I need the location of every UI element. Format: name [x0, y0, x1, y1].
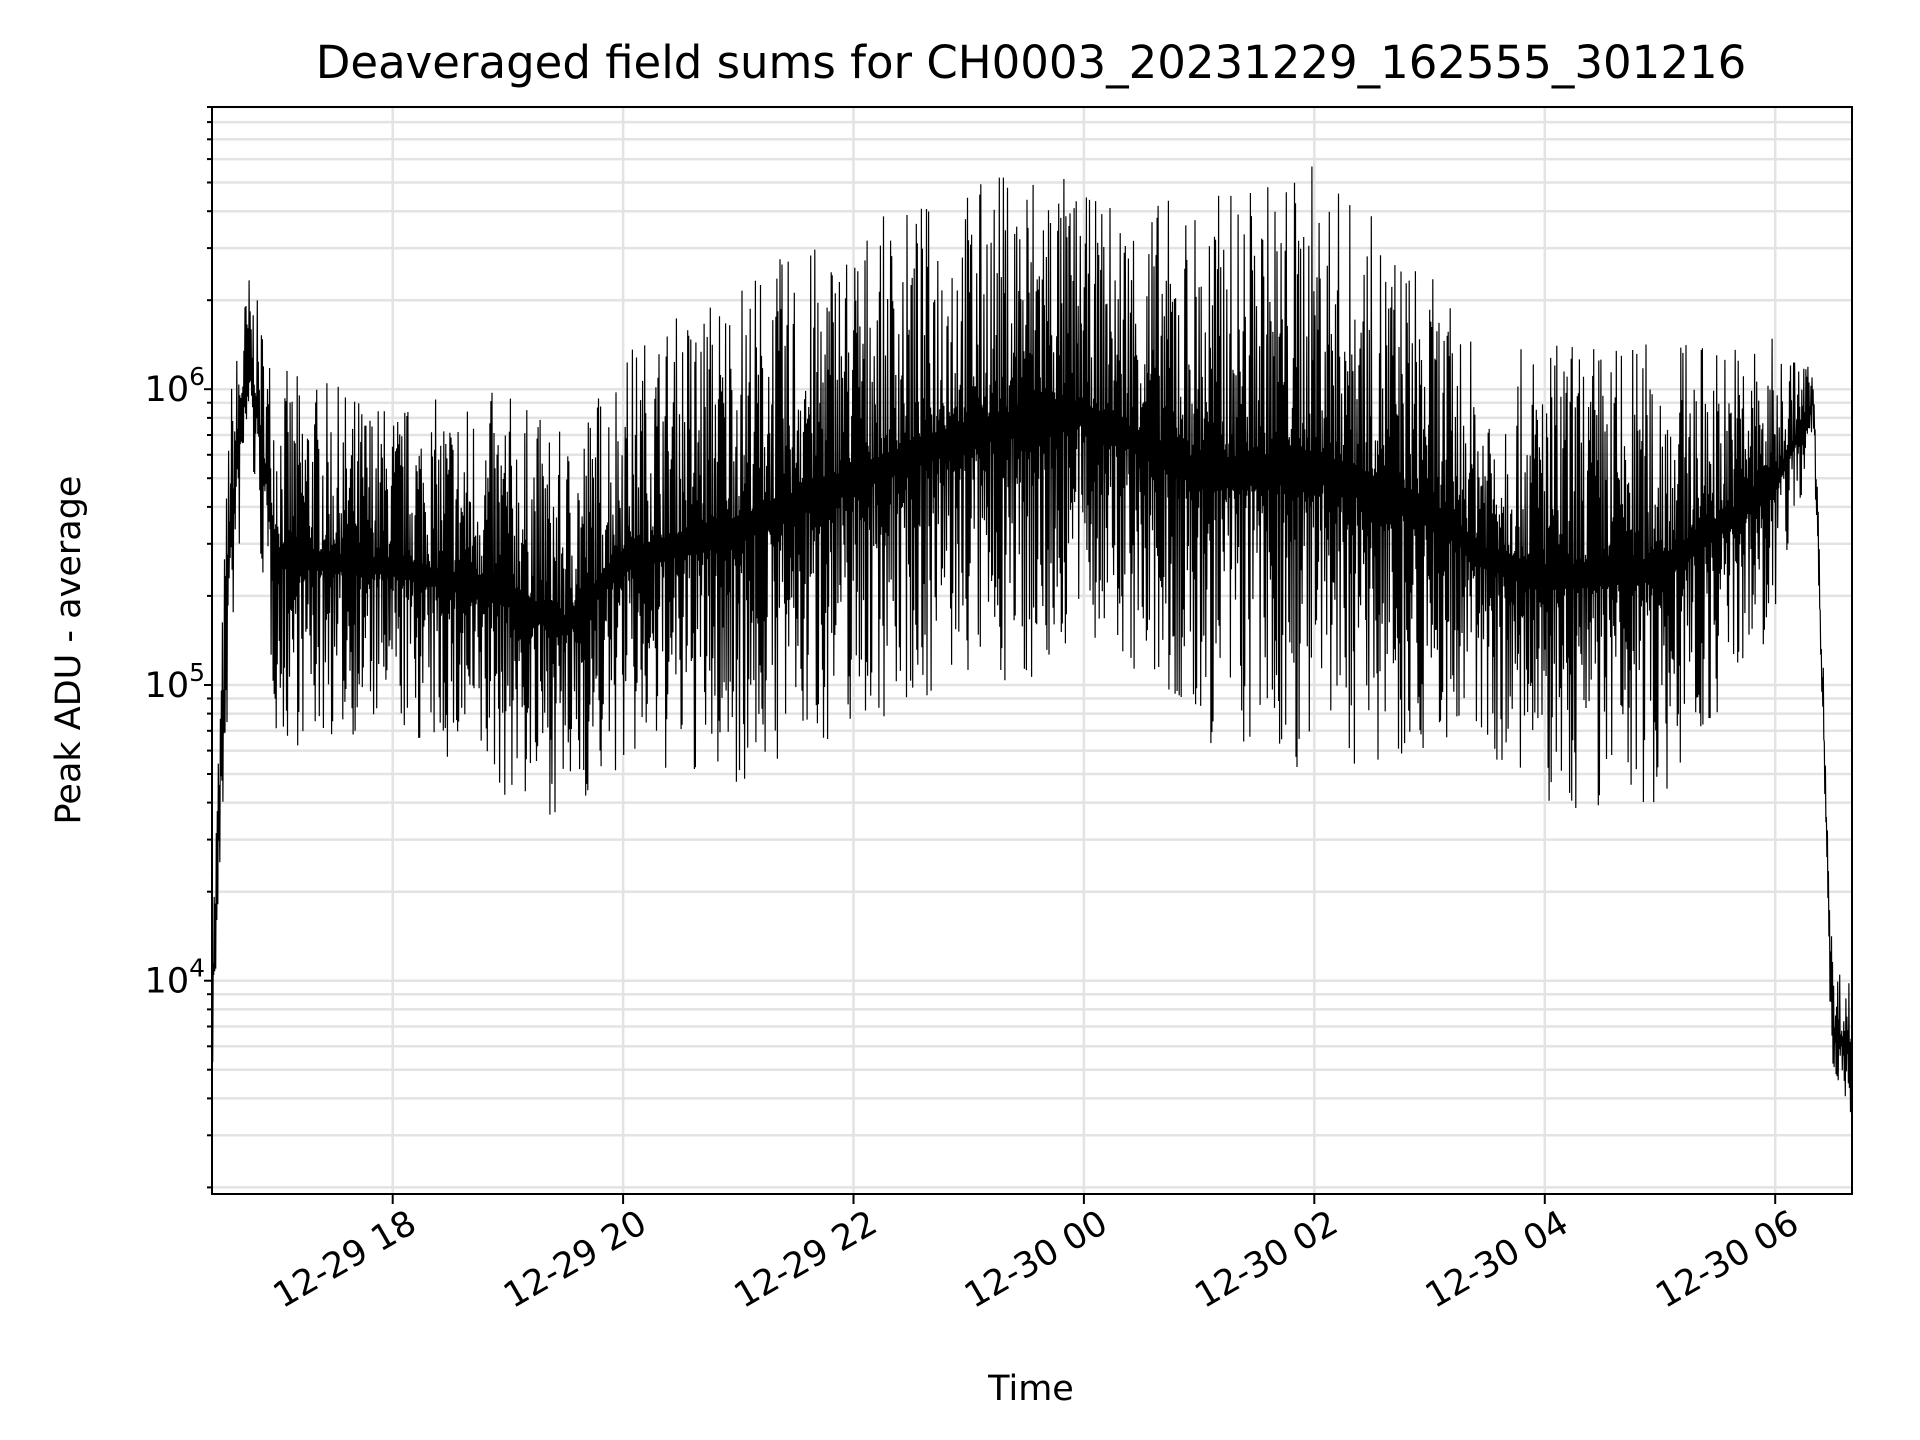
y-tick-label: 106 [145, 362, 205, 410]
series-line-group [211, 166, 1853, 1113]
y-axis-label: Peak ADU - average [49, 476, 89, 825]
series-line [211, 166, 1853, 1113]
y-tick-label: 104 [145, 954, 205, 1002]
x-axis-label: Time [987, 1369, 1074, 1409]
chart-title: Deaveraged field sums for CH0003_2023122… [316, 36, 1746, 89]
plot-frame [211, 106, 1853, 1195]
y-axis: 104 105 106 [145, 106, 212, 1189]
y-tick-label: 105 [145, 658, 205, 706]
